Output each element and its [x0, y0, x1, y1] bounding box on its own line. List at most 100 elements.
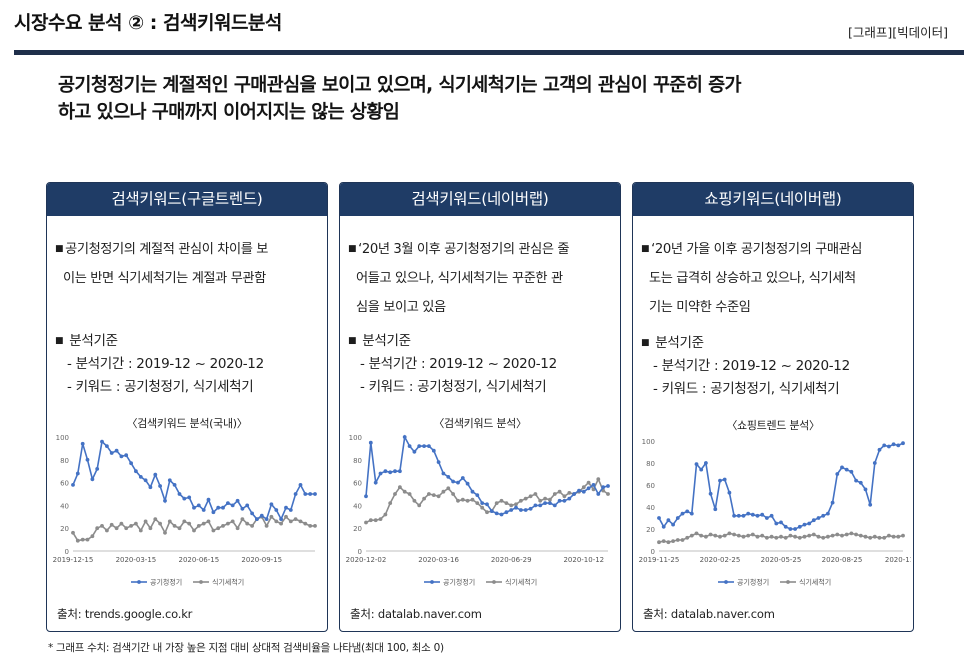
summary-line: 기는 미약한 수준임: [649, 300, 751, 315]
data-point: [485, 510, 489, 515]
data-point: [456, 498, 460, 503]
data-point: [704, 534, 708, 539]
data-point: [226, 521, 230, 526]
data-point: [422, 496, 426, 501]
data-point: [216, 505, 221, 510]
data-point: [504, 510, 509, 515]
data-point: [378, 517, 383, 521]
data-point: [519, 508, 523, 512]
line-chart-naver-shopping: 0 20 40 60 80 100 2019-11-25 2020-02-25 2020-05-…: [639, 438, 911, 587]
data-point: [436, 460, 441, 464]
data-point: [417, 444, 422, 448]
data-point: [489, 509, 494, 513]
data-point: [235, 498, 240, 503]
analysis-criteria: ■ 분석기준 - 분석기간 : 2019-12 ~ 2020-12 - 키워드 :…: [641, 331, 907, 401]
data-point: [153, 472, 158, 477]
headline-line-1: 공기청정기는 계절적인 구매관심을 보이고 있으며, 식기세척기는 고객의 관심…: [58, 75, 742, 96]
data-point: [129, 461, 133, 466]
data-point: [158, 521, 162, 526]
data-point: [441, 489, 446, 494]
data-point: [206, 519, 211, 524]
x-tick-label: 2020-09-15: [241, 556, 282, 564]
data-point: [172, 524, 177, 528]
data-point: [811, 518, 816, 523]
x-tick-label: 2020-06-29: [491, 556, 532, 564]
panel-summary: ■ ‘20년 3월 이후 공기청정기의 관심은 줄 어들고 있으나, 식기세척기는…: [348, 235, 614, 322]
data-point: [816, 534, 821, 539]
y-tick-label: 0: [651, 548, 655, 556]
data-point: [666, 518, 671, 523]
data-point: [779, 520, 783, 525]
data-point: [854, 532, 858, 537]
x-tick-label: 2020-03-16: [418, 556, 459, 564]
data-point: [606, 492, 610, 496]
data-point: [807, 521, 812, 526]
summary-line: ‘20년 가을 이후 공기청정기의 구매관심: [651, 242, 863, 257]
data-point: [187, 521, 192, 526]
data-point: [119, 454, 124, 459]
analysis-criteria: ■ 분석기준 - 분석기간 : 2019-12 ~ 2020-12 - 키워드 :…: [348, 329, 614, 399]
data-point: [685, 535, 690, 540]
data-point: [606, 484, 610, 488]
data-point: [858, 480, 863, 485]
data-point: [441, 471, 446, 476]
data-point: [523, 496, 528, 501]
data-point: [882, 535, 887, 540]
criteria-heading: 분석기준: [69, 333, 118, 349]
data-point: [105, 528, 109, 533]
data-point: [591, 483, 596, 487]
data-point: [470, 497, 475, 502]
legend-label: 식기세척기: [799, 578, 831, 587]
data-point: [509, 503, 514, 508]
chart-title: 〈검색키워드 분석〉: [433, 417, 527, 430]
y-tick-label: 100: [56, 434, 69, 442]
data-point: [192, 505, 196, 510]
analysis-period: - 분석기간 : 2019-12 ~ 2020-12: [67, 356, 264, 372]
data-point: [373, 480, 378, 485]
data-point: [446, 475, 451, 479]
data-point: [661, 524, 666, 529]
data-point: [765, 535, 769, 540]
legend-label: 식기세척기: [505, 578, 537, 587]
data-point: [460, 497, 465, 502]
data-point: [456, 480, 460, 485]
data-point: [826, 534, 830, 539]
data-point: [548, 497, 552, 502]
panel-google-trends: 검색키워드(구글트렌드) ■ 공기청정기의 계절적 관심이 차이를 보 이는 반면…: [46, 182, 328, 632]
page-title: 시장수요 분석 ② : 검색키워드분석: [14, 12, 282, 34]
legend-marker: [786, 580, 790, 584]
data-point: [109, 522, 114, 527]
panel-title: 검색키워드(네이버랩): [340, 183, 620, 216]
data-point: [163, 498, 167, 503]
data-point: [407, 444, 412, 448]
data-point: [543, 501, 547, 505]
data-point: [109, 451, 114, 455]
data-point: [114, 526, 119, 531]
source-text: 출처: trends.google.co.kr: [57, 607, 193, 621]
data-point: [465, 498, 470, 503]
data-point: [657, 540, 661, 545]
data-point: [201, 521, 206, 526]
data-point: [221, 505, 225, 510]
data-point: [727, 490, 732, 495]
data-point: [499, 512, 504, 517]
y-tick-label: 20: [353, 525, 362, 533]
data-point: [586, 480, 591, 485]
data-point: [736, 533, 741, 538]
x-tick-label: 2020-06-15: [178, 556, 219, 564]
summary-line: ‘20년 3월 이후 공기청정기의 관심은 줄: [358, 242, 570, 257]
legend-marker: [199, 580, 203, 584]
data-point: [844, 467, 849, 472]
data-point: [407, 492, 412, 496]
data-point: [840, 533, 844, 538]
data-point: [760, 512, 765, 517]
data-point: [412, 498, 417, 503]
data-point: [274, 508, 279, 512]
y-tick-label: 80: [646, 460, 655, 468]
data-point: [378, 471, 383, 476]
data-point: [788, 533, 793, 538]
data-point: [402, 489, 407, 494]
data-point: [509, 508, 514, 512]
x-tick-label: 2020-03-15: [116, 556, 157, 564]
data-point: [567, 491, 572, 495]
